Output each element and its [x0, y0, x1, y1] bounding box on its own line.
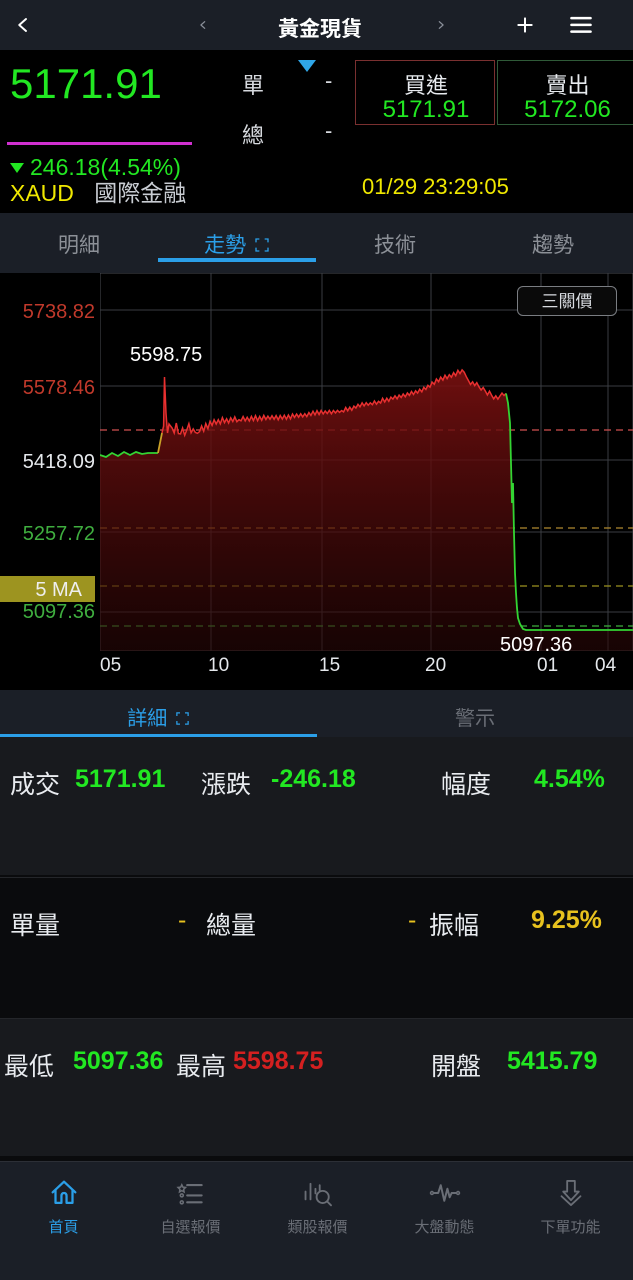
- svg-text:5097.36: 5097.36: [500, 634, 572, 651]
- svg-text:5598.75: 5598.75: [130, 344, 202, 366]
